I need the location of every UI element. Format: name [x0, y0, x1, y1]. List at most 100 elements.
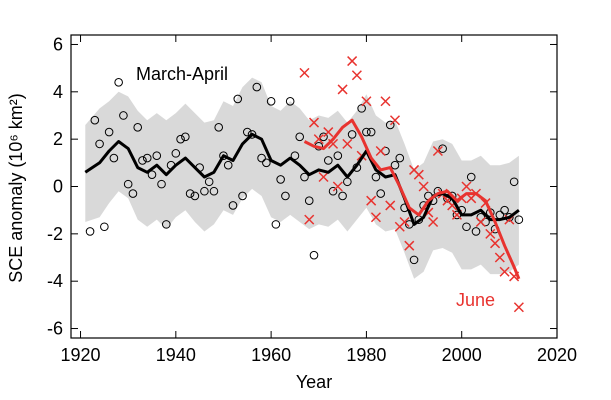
data-point: [428, 216, 439, 228]
data-point: [114, 78, 123, 87]
data-point: [290, 151, 300, 161]
data-point: [333, 151, 343, 161]
data-point: [418, 181, 429, 192]
data-point: [462, 222, 471, 232]
data-point: [500, 205, 509, 215]
data-point: [485, 228, 496, 239]
data-point: [413, 169, 424, 180]
data-point: [376, 189, 386, 198]
series-label: June: [456, 290, 495, 310]
data-point: [309, 250, 319, 260]
data-point: [123, 179, 133, 189]
data-point: [209, 186, 219, 196]
data-point: [323, 156, 333, 165]
data-point: [238, 191, 247, 201]
data-point: [109, 153, 119, 163]
series-label: March-April: [136, 64, 228, 84]
data-point: [475, 216, 486, 228]
data-point: [171, 149, 181, 158]
data-point: [389, 115, 401, 126]
data-point: [185, 189, 195, 198]
data-point: [362, 127, 371, 137]
data-point: [347, 56, 358, 67]
data-point: [514, 215, 524, 224]
data-point: [513, 302, 524, 313]
data-point: [252, 82, 262, 92]
data-point: [257, 153, 266, 163]
data-point: [404, 240, 415, 251]
data-point: [157, 179, 166, 189]
data-point: [219, 151, 228, 161]
data-point: [223, 160, 233, 170]
data-point: [375, 145, 386, 157]
data-point: [385, 200, 396, 211]
data-point: [233, 94, 243, 104]
data-point: [242, 127, 252, 137]
data-point: [438, 144, 447, 153]
data-point: [266, 96, 276, 106]
y-tick-label: -2: [47, 224, 63, 244]
data-point: [295, 132, 305, 142]
data-point: [181, 132, 190, 142]
y-tick-label: 2: [53, 129, 63, 149]
data-point: [390, 160, 400, 170]
data-point: [370, 212, 381, 223]
data-point: [357, 104, 366, 113]
data-point: [313, 134, 324, 145]
data-point: [319, 132, 328, 142]
data-point: [262, 158, 271, 168]
data-point: [299, 67, 310, 78]
data-point: [337, 84, 348, 95]
data-point: [176, 134, 185, 144]
smooth-line: [84, 132, 520, 226]
data-point: [490, 238, 501, 249]
y-tick-label: 4: [53, 82, 63, 102]
smooth-line: [303, 118, 521, 280]
data-point: [432, 145, 443, 157]
data-point: [380, 96, 391, 107]
y-axis-label: SCE anomaly (10⁶ km²): [6, 93, 26, 282]
data-point: [90, 115, 100, 125]
data-point: [147, 170, 157, 179]
data-point: [328, 186, 338, 196]
data-point: [228, 201, 238, 210]
x-tick-label: 1960: [251, 345, 291, 365]
data-point: [499, 266, 510, 277]
data-point: [104, 127, 114, 137]
data-point: [119, 111, 128, 120]
data-point: [323, 127, 334, 138]
data-point: [133, 123, 143, 132]
data-point: [138, 156, 147, 165]
data-point: [366, 127, 376, 137]
data-point: [100, 222, 109, 232]
data-point: [281, 191, 290, 201]
data-point: [300, 172, 309, 182]
data-point: [304, 214, 315, 225]
data-point: [461, 181, 472, 192]
y-tick-label: -6: [47, 319, 63, 339]
data-point: [142, 153, 152, 163]
data-point: [128, 189, 138, 198]
data-point: [285, 96, 295, 106]
data-point: [247, 130, 257, 139]
data-point: [351, 70, 362, 81]
data-point: [342, 138, 353, 149]
x-tick-label: 1940: [156, 345, 196, 365]
data-point: [494, 252, 505, 263]
x-tick-label: 1920: [61, 345, 101, 365]
data-point: [466, 172, 476, 182]
data-point: [361, 96, 372, 107]
data-point: [399, 216, 410, 228]
x-axis-label: Year: [296, 372, 332, 392]
y-tick-label: -4: [47, 271, 63, 291]
y-tick-label: 6: [53, 34, 63, 54]
data-point: [385, 120, 395, 130]
data-point: [85, 227, 95, 236]
data-point: [161, 220, 171, 229]
data-point: [204, 177, 214, 187]
data-point: [338, 191, 347, 201]
data-point: [395, 153, 405, 163]
data-point: [276, 175, 285, 184]
data-point: [304, 196, 314, 206]
x-tick-label: 2000: [442, 345, 482, 365]
